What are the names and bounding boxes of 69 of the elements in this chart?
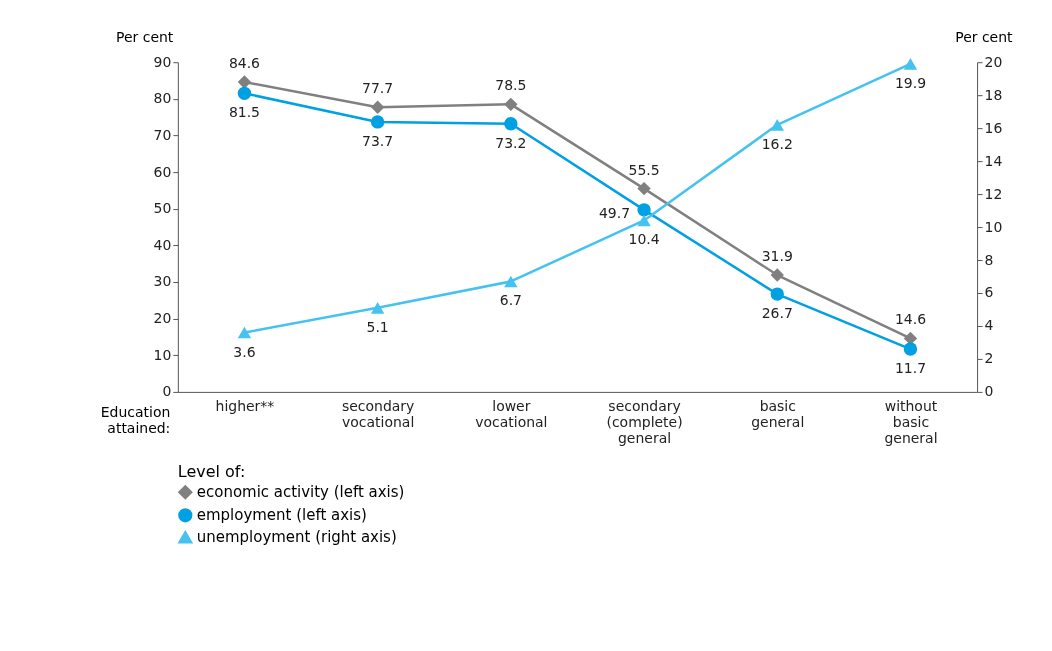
data-label: 26.7 <box>761 305 793 322</box>
y-tick-label: 50 <box>153 200 172 217</box>
data-label: 78.5 <box>495 77 527 94</box>
y2-tick-label: 8 <box>984 251 994 268</box>
data-label: 14.6 <box>894 311 927 328</box>
point <box>770 268 784 282</box>
y-tick-label: 80 <box>153 90 172 107</box>
point <box>237 75 252 89</box>
point <box>237 86 252 101</box>
data-label: 84.6 <box>228 55 260 71</box>
x-tick-label: secondary vocational <box>341 398 415 431</box>
y-axis-title: Per cent <box>116 28 174 45</box>
y-tick-label: 40 <box>153 236 172 253</box>
data-label: 19.9 <box>894 74 927 91</box>
point <box>903 342 918 356</box>
x-tick-label: without basic general <box>884 398 938 447</box>
point <box>370 302 385 314</box>
legend-label: unemployment (right axis) <box>196 528 397 547</box>
y-tick-label: 60 <box>153 163 172 180</box>
y2-tick-label: 16 <box>984 119 1003 136</box>
y2-tick-label: 12 <box>984 185 1003 202</box>
point <box>237 326 252 339</box>
point <box>770 287 784 301</box>
y2-tick-label: 10 <box>984 218 1003 235</box>
x-axis-title: Education attained: <box>100 404 171 437</box>
legend-label: economic activity (left axis) <box>196 483 405 502</box>
data-label: 49.7 <box>598 204 631 221</box>
y-tick-label: 10 <box>153 346 172 363</box>
data-label: 81.5 <box>228 104 260 121</box>
data-label: 73.7 <box>362 132 394 149</box>
point <box>504 97 518 112</box>
point <box>370 100 385 114</box>
y2-tick-label: 2 <box>984 350 994 367</box>
data-label: 77.7 <box>362 80 394 97</box>
y2-tick-label: 18 <box>984 86 1003 103</box>
data-label: 55.5 <box>628 161 660 178</box>
x-tick-label: higher** <box>215 398 275 415</box>
y2-tick-label: 14 <box>984 152 1003 169</box>
data-label: 10.4 <box>628 231 660 248</box>
point <box>637 214 651 227</box>
y-tick-label: 0 <box>162 383 172 400</box>
x-tick-label: lower vocational <box>475 398 548 431</box>
y-tick-label: 90 <box>153 53 172 70</box>
y-tick-label: 30 <box>153 273 172 290</box>
data-label: 31.9 <box>761 248 793 265</box>
data-label: 5.1 <box>366 318 389 335</box>
y2-tick-label: 4 <box>984 317 994 334</box>
y-tick-label: 20 <box>153 310 172 327</box>
y2-tick-label: 0 <box>984 383 994 400</box>
data-label: 6.7 <box>499 292 522 309</box>
data-label: 16.2 <box>761 135 793 152</box>
point <box>903 58 918 70</box>
point <box>370 115 385 129</box>
x-tick-label: secondary (complete) general <box>606 398 683 447</box>
data-label: 11.7 <box>894 360 927 377</box>
x-tick-label: basic general <box>751 398 805 431</box>
point <box>504 275 518 288</box>
y2-tick-label: 20 <box>984 53 1003 70</box>
legend-title: Level of: <box>177 461 246 481</box>
y-tick-label: 70 <box>153 126 172 143</box>
point <box>770 119 784 131</box>
data-label: 3.6 <box>233 343 256 360</box>
legend-label: employment (left axis) <box>196 506 367 525</box>
y2-tick-label: 6 <box>984 284 994 301</box>
point <box>637 181 651 196</box>
point <box>637 203 651 217</box>
data-label: 73.2 <box>495 134 527 151</box>
y2-axis-title: Per cent <box>955 28 1014 45</box>
point <box>504 117 518 131</box>
